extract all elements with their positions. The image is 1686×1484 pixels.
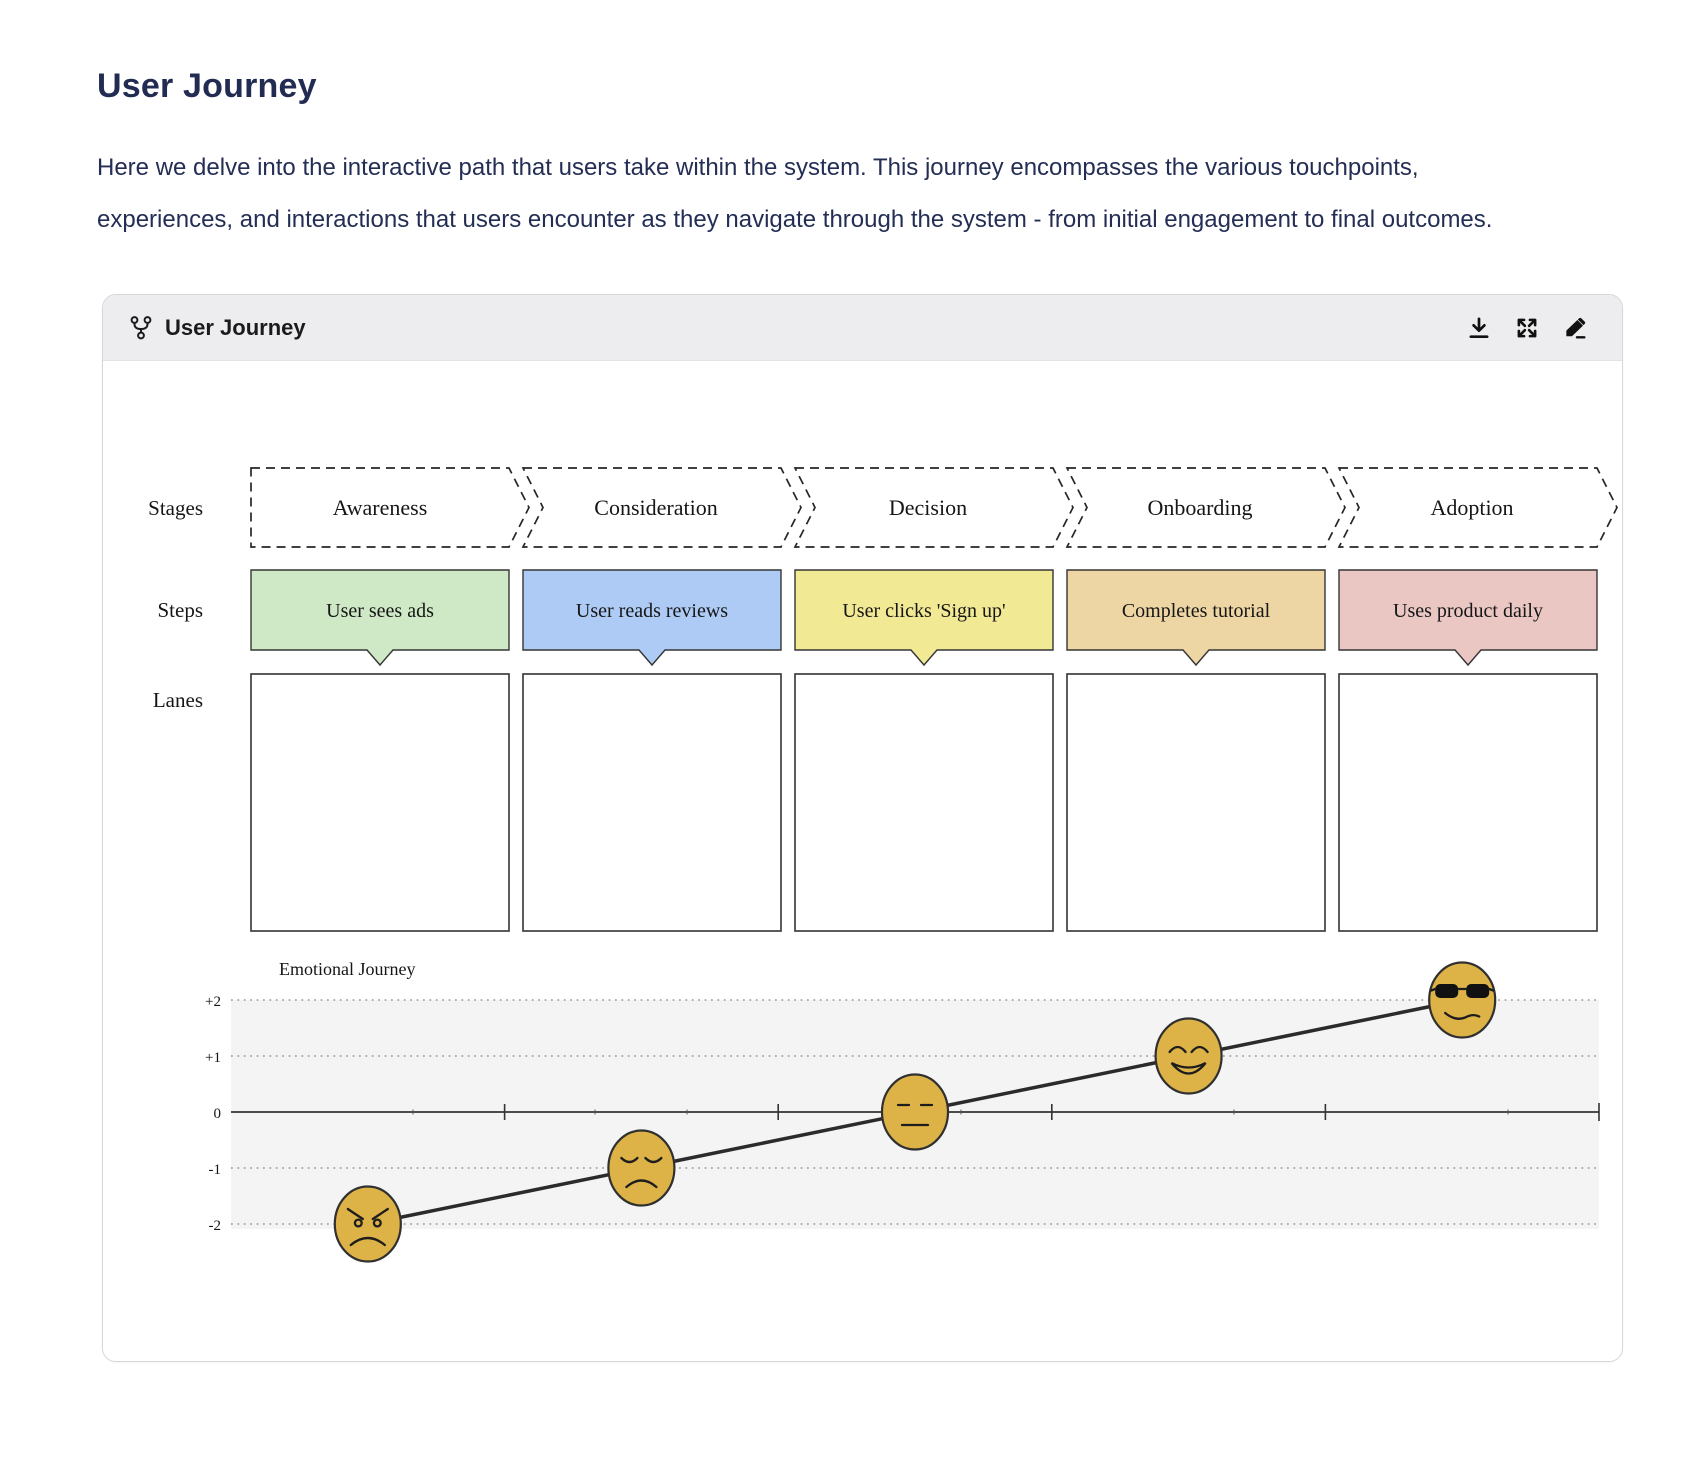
emotion-face-neutral [880,1073,950,1151]
chart-title: Emotional Journey [279,959,415,979]
stage-shape [793,467,1074,548]
emotion-face-sad [607,1129,676,1207]
row-label-stages: Stages [148,496,203,520]
stage-shape [521,467,802,548]
edit-button[interactable] [1560,313,1590,343]
emotion-face-cool [1428,961,1497,1039]
page-intro: User Journey Here we delve into the inte… [0,0,1686,246]
step-box [1338,569,1598,667]
lanes-row [250,673,1598,932]
stage-label: Decision [889,495,967,520]
stage-label: Consideration [594,495,717,520]
expand-icon [1517,318,1537,337]
expand-button[interactable] [1512,313,1542,343]
download-icon [1469,316,1489,338]
step-label: Completes tutorial [1122,600,1271,622]
ytick-label: 0 [214,1106,222,1122]
step-box [522,569,782,667]
diagram-card-header: User Journey [103,295,1622,361]
stages-row: Awareness Consideration Decision Onboard… [250,467,1618,548]
step-label: Uses product daily [1393,600,1543,622]
diagram-card: User Journey [102,294,1623,1362]
lane-box [250,673,510,932]
step-label: User sees ads [326,600,434,622]
diagram-canvas: Stages Steps Lanes Awareness Considerati… [103,361,1622,1361]
step-box [250,569,510,667]
lane-box [1066,673,1326,932]
emotional-journey-chart: Emotional Journey +2 +1 [205,959,1600,1263]
branch-icon [130,315,152,339]
sunglasses-icon [1430,984,1495,998]
step-label: User reads reviews [576,600,728,622]
page-description: Here we delve into the interactive path … [97,154,1493,233]
step-box [1066,569,1326,667]
pencil-icon [1566,317,1586,339]
ytick-label: +1 [205,1050,221,1066]
row-label-lanes: Lanes [153,688,203,712]
steps-row: User sees ads User reads reviews User cl… [250,569,1598,667]
lane-box [1338,673,1598,932]
ytick-label: -1 [209,1162,222,1178]
page-title: User Journey [97,67,317,105]
step-box [794,569,1054,667]
stage-shape [1065,467,1346,548]
lane-box [794,673,1054,932]
stage-label: Awareness [333,495,428,520]
ytick-label: +2 [205,994,221,1010]
ytick-label: -2 [209,1218,222,1234]
stage-label: Onboarding [1147,495,1252,520]
user-journey-diagram: Stages Steps Lanes Awareness Considerati… [148,467,1618,1263]
card-toolbar [1464,313,1590,343]
card-title: User Journey [165,314,306,340]
download-button[interactable] [1464,313,1494,343]
row-label-steps: Steps [157,598,203,622]
lane-box [522,673,782,932]
stage-shape [1337,467,1618,548]
stage-shape [250,467,530,548]
emotion-face-happy [1154,1017,1223,1095]
stage-label: Adoption [1430,495,1513,520]
step-label: User clicks 'Sign up' [842,600,1005,622]
emotion-face-angry [333,1185,402,1263]
